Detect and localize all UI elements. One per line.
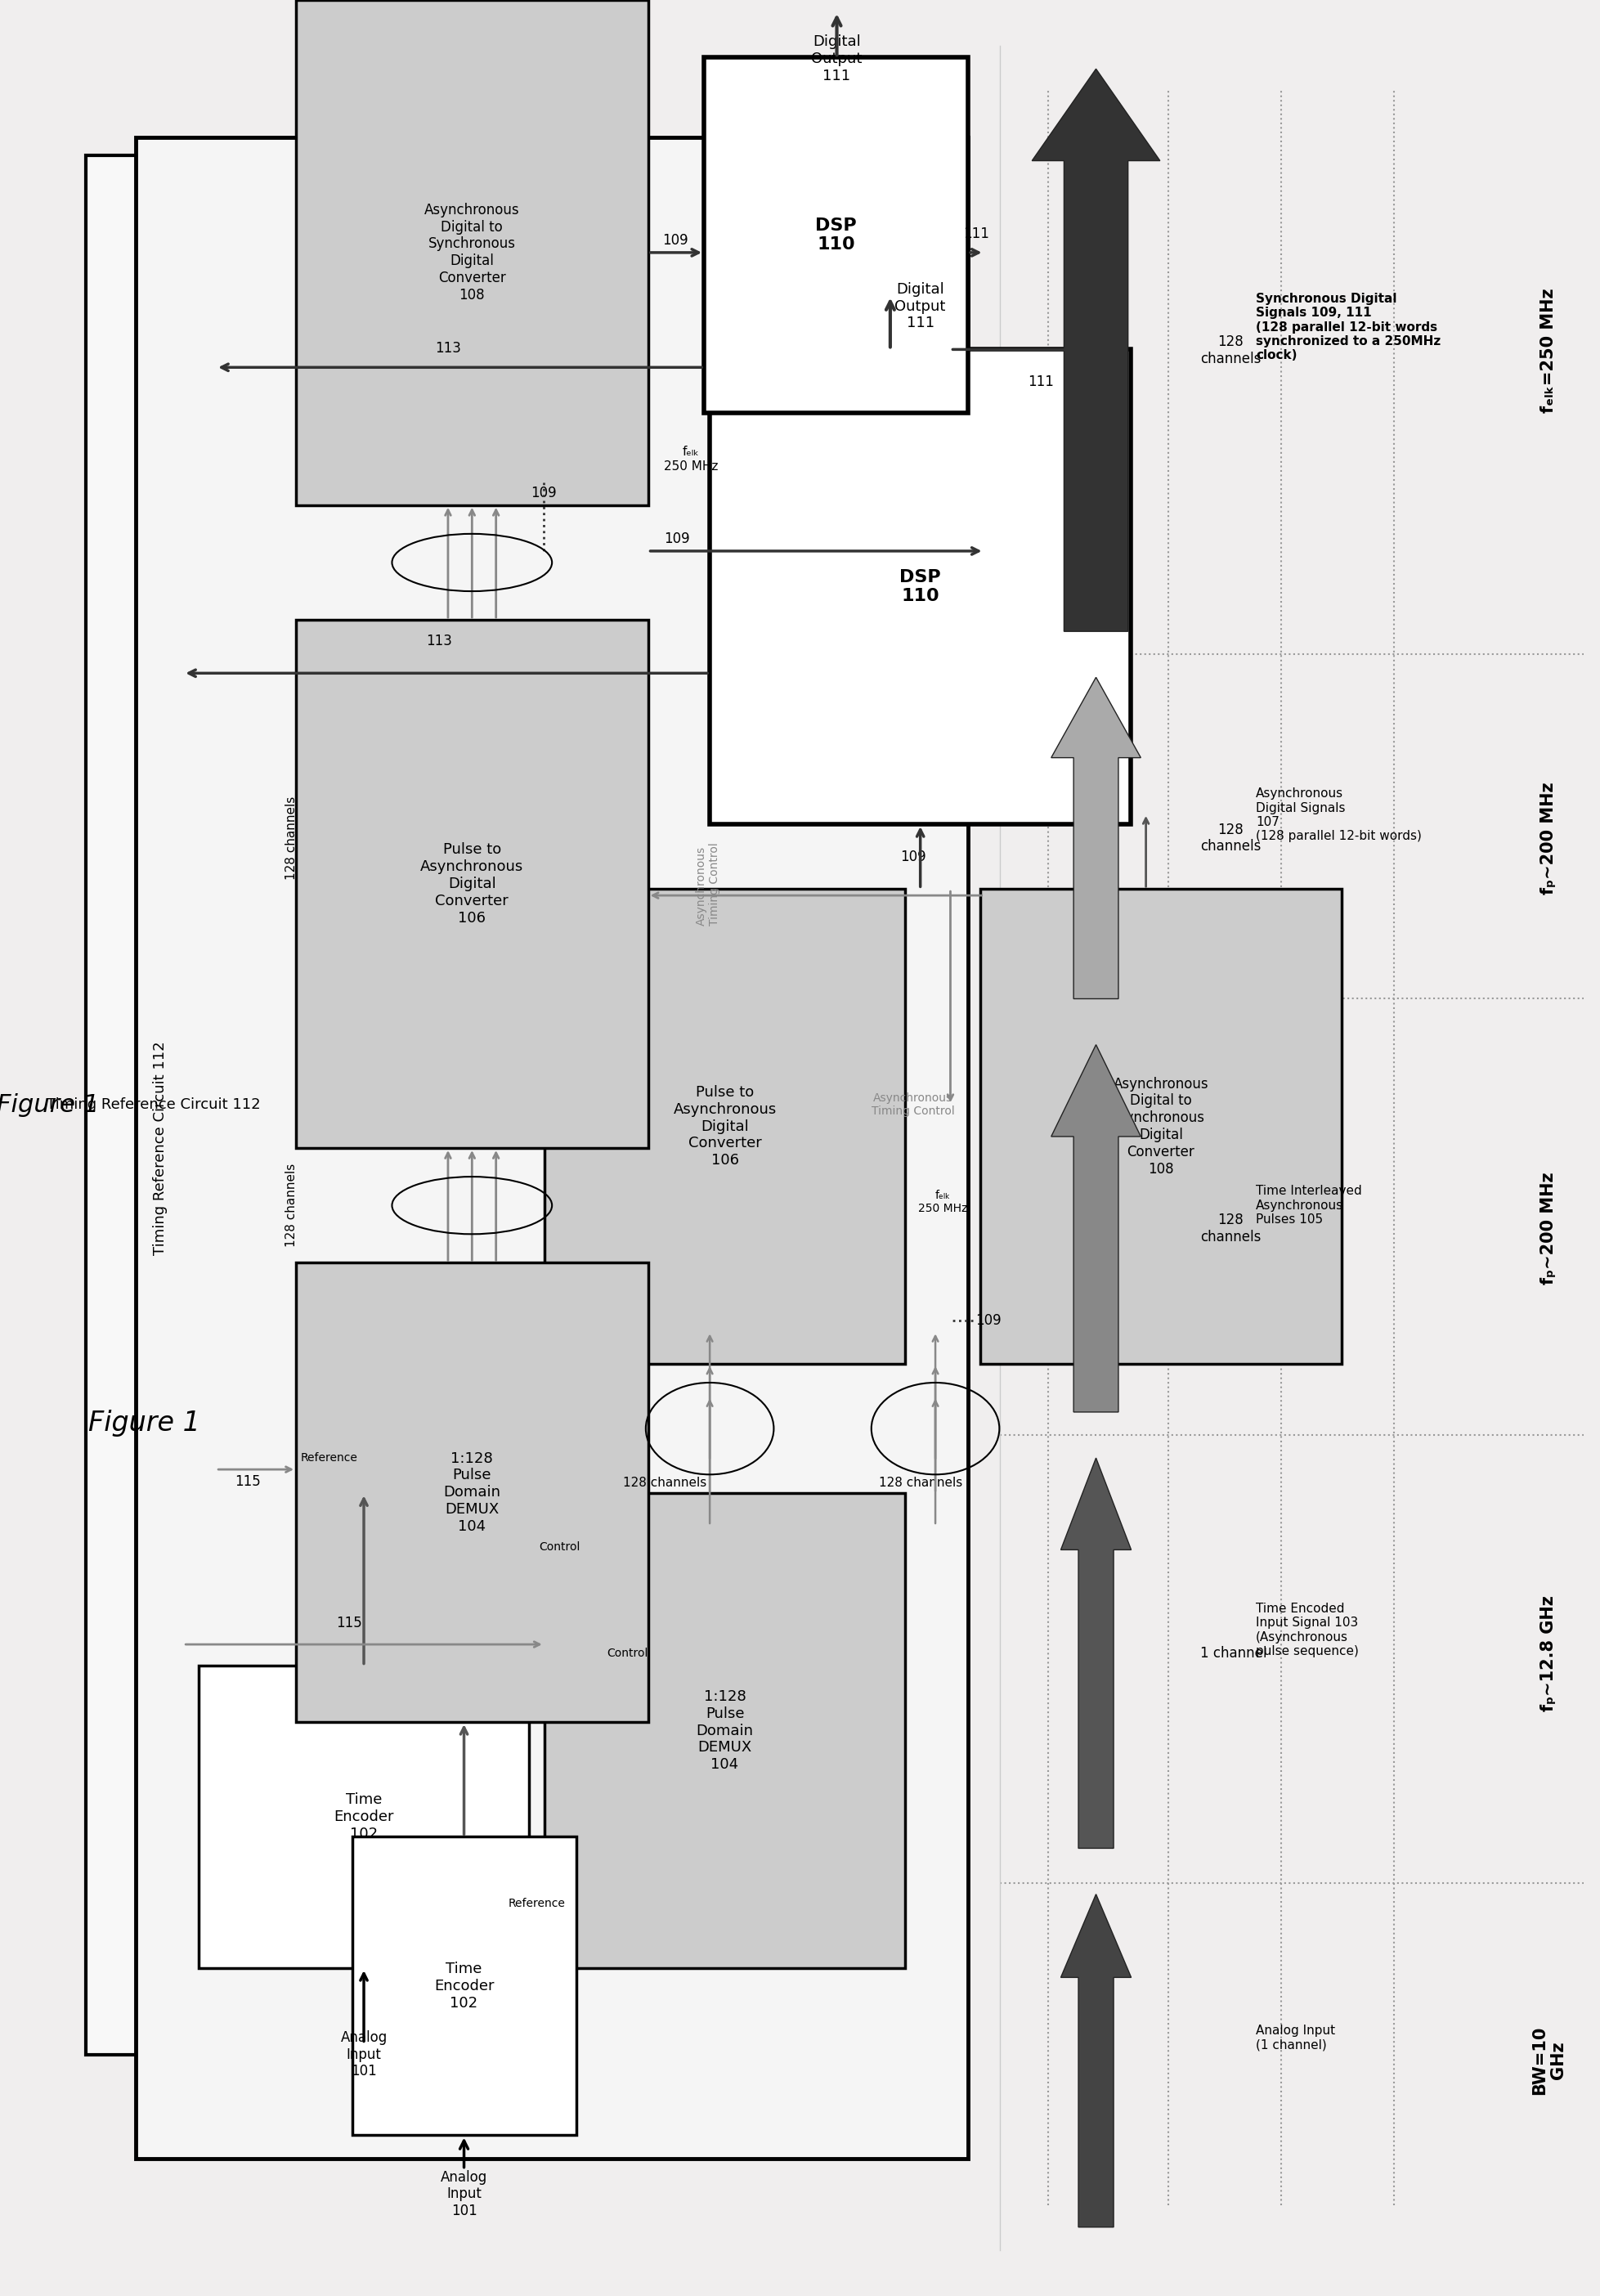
Text: 109: 109 [974,1313,1002,1327]
Text: Figure 1: Figure 1 [88,1410,200,1437]
Polygon shape [544,1492,906,1968]
Polygon shape [981,889,1341,1364]
FancyBboxPatch shape [296,1263,648,1722]
Polygon shape [544,889,906,1364]
Text: Control: Control [539,1541,579,1552]
Text: Figure 1: Figure 1 [0,1093,99,1116]
FancyArrow shape [1061,1458,1131,1848]
Text: Analog
Input
101: Analog Input 101 [440,2170,488,2218]
Text: 128 channels: 128 channels [285,797,298,879]
Text: 113: 113 [435,342,461,356]
Text: 1 channel: 1 channel [1200,1646,1267,1660]
Text: 111: 111 [1027,374,1054,390]
Text: 115: 115 [336,1616,362,1630]
Text: 128 channels: 128 channels [622,1476,707,1488]
Text: fₑₗₖ=250 MHz: fₑₗₖ=250 MHz [1541,287,1557,413]
Text: Asynchronous
Digital to
Synchronous
Digital
Converter
108: Asynchronous Digital to Synchronous Digi… [1114,1077,1208,1176]
Text: 115: 115 [235,1474,261,1488]
Text: Analog Input
(1 channel): Analog Input (1 channel) [1256,2025,1336,2050]
Text: fₑₗₖ
250 MHz: fₑₗₖ 250 MHz [664,445,718,473]
Text: Timing Reference Circuit 112: Timing Reference Circuit 112 [152,1040,168,1256]
Text: Asynchronous
Digital Signals
107
(128 parallel 12-bit words): Asynchronous Digital Signals 107 (128 pa… [1256,788,1422,843]
Text: fₚ∼12.8 GHz: fₚ∼12.8 GHz [1541,1596,1557,1711]
Text: 109: 109 [662,234,688,248]
Text: 128
channels: 128 channels [1200,822,1261,854]
Text: Timing Reference Circuit 112: Timing Reference Circuit 112 [46,1097,261,1111]
Text: 113: 113 [426,634,453,647]
Text: 109: 109 [531,487,557,501]
FancyBboxPatch shape [296,620,648,1148]
Text: Digital
Output
111: Digital Output 111 [894,282,946,331]
Text: Time
Encoder
102: Time Encoder 102 [434,1961,494,2011]
FancyArrow shape [1051,1045,1141,1412]
FancyBboxPatch shape [352,1837,576,2135]
Polygon shape [48,69,1552,2227]
Text: 128
channels: 128 channels [1200,1212,1261,1244]
Text: Pulse to
Asynchronous
Digital
Converter
106: Pulse to Asynchronous Digital Converter … [421,843,523,925]
Text: Asynchronous
Digital to
Synchronous
Digital
Converter
108: Asynchronous Digital to Synchronous Digi… [424,202,520,303]
Text: Analog
Input
101: Analog Input 101 [341,2030,387,2078]
Text: 109: 109 [899,850,926,863]
Text: DSP
110: DSP 110 [899,569,941,604]
Text: fₚ∼200 MHz: fₚ∼200 MHz [1541,781,1557,895]
Text: 109: 109 [664,533,690,546]
Text: Pulse to
Asynchronous
Digital
Converter
106: Pulse to Asynchronous Digital Converter … [674,1086,776,1169]
Polygon shape [198,1667,530,1968]
Text: 128
channels: 128 channels [1200,335,1261,365]
FancyArrow shape [1032,69,1160,631]
Text: DSP
110: DSP 110 [816,218,856,253]
Text: 128 channels: 128 channels [285,1164,298,1247]
Text: Asynchronous
Timing Control: Asynchronous Timing Control [872,1093,954,1118]
Text: Time
Encoder
102: Time Encoder 102 [334,1793,394,1841]
Text: Control: Control [606,1649,648,1658]
Text: Asynchronous
Timing Control: Asynchronous Timing Control [696,843,720,925]
FancyArrow shape [1051,677,1141,999]
FancyArrow shape [1061,1894,1131,2227]
Text: Reference: Reference [301,1453,358,1463]
Text: fₚ∼200 MHz: fₚ∼200 MHz [1541,1171,1557,1286]
Text: fₑₗₖ
250 MHz: fₑₗₖ 250 MHz [918,1189,968,1215]
Text: Digital
Output
111: Digital Output 111 [811,34,862,83]
Text: Reference: Reference [509,1899,565,1908]
Text: Synchronous Digital
Signals 109, 111
(128 parallel 12-bit words
synchronized to : Synchronous Digital Signals 109, 111 (12… [1256,292,1442,363]
Text: 111: 111 [963,227,989,241]
Text: 1:128
Pulse
Domain
DEMUX
104: 1:128 Pulse Domain DEMUX 104 [696,1690,754,1773]
FancyBboxPatch shape [704,57,968,413]
Polygon shape [710,349,1131,824]
Text: Time Encoded
Input Signal 103
(Asynchronous
pulse sequence): Time Encoded Input Signal 103 (Asynchron… [1256,1603,1358,1658]
Text: 1:128
Pulse
Domain
DEMUX
104: 1:128 Pulse Domain DEMUX 104 [443,1451,501,1534]
Text: BW=10
GHz: BW=10 GHz [1531,2025,1566,2096]
FancyBboxPatch shape [296,0,648,505]
Polygon shape [86,156,942,2055]
Text: Time Interleaved
Asynchronous
Pulses 105: Time Interleaved Asynchronous Pulses 105 [1256,1185,1362,1226]
FancyBboxPatch shape [136,138,968,2158]
Text: 128 channels: 128 channels [878,1476,962,1488]
